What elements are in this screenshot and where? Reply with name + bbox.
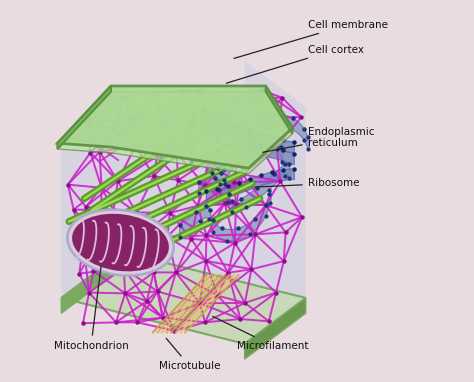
Text: Microtubule: Microtubule [159,338,220,371]
Polygon shape [57,86,292,168]
Ellipse shape [72,214,169,271]
Polygon shape [218,114,309,164]
Text: Mitochondrion: Mitochondrion [54,266,128,351]
Polygon shape [61,61,306,344]
Text: Microfilament: Microfilament [213,316,309,351]
Text: Ribosome: Ribosome [255,178,359,188]
Polygon shape [61,252,122,313]
Text: Cell membrane: Cell membrane [234,20,388,58]
Polygon shape [161,109,252,159]
Text: Endoplasmic
reticulum: Endoplasmic reticulum [263,127,374,152]
Text: Cell cortex: Cell cortex [226,45,364,83]
Ellipse shape [67,210,173,275]
Polygon shape [207,144,294,165]
Polygon shape [57,86,111,149]
Polygon shape [207,169,294,202]
Polygon shape [207,120,294,152]
Polygon shape [191,135,283,185]
Polygon shape [245,298,306,359]
Polygon shape [61,252,306,344]
Polygon shape [180,191,271,241]
Polygon shape [57,92,292,174]
Polygon shape [265,86,292,134]
Polygon shape [199,163,290,213]
